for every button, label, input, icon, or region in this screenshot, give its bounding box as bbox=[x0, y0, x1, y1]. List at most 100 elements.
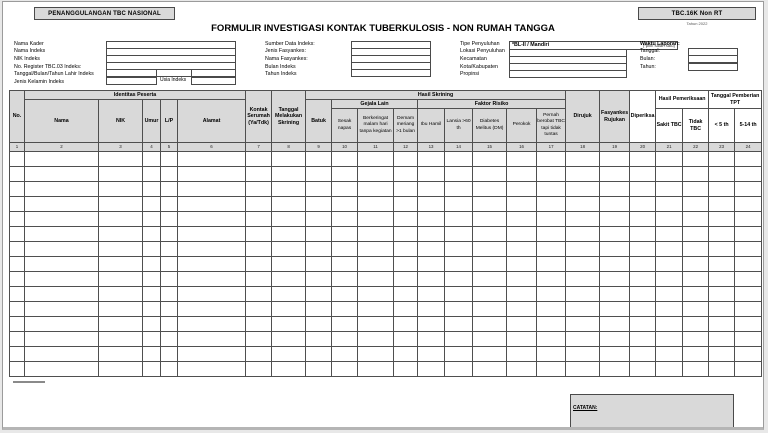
table-cell[interactable] bbox=[357, 226, 395, 242]
table-cell[interactable] bbox=[682, 346, 710, 362]
table-cell[interactable] bbox=[142, 271, 161, 287]
table-cell[interactable] bbox=[655, 211, 684, 227]
table-cell[interactable] bbox=[271, 256, 307, 272]
table-cell[interactable] bbox=[472, 331, 508, 347]
table-cell[interactable] bbox=[565, 166, 601, 182]
table-cell[interactable] bbox=[444, 211, 474, 227]
table-cell[interactable] bbox=[629, 316, 657, 332]
table-cell[interactable] bbox=[565, 331, 601, 347]
table-cell[interactable] bbox=[472, 361, 508, 377]
table-cell[interactable] bbox=[629, 196, 657, 212]
table-cell[interactable] bbox=[142, 301, 161, 317]
table-cell[interactable] bbox=[655, 316, 684, 332]
table-cell[interactable] bbox=[472, 196, 508, 212]
table-cell[interactable] bbox=[734, 211, 763, 227]
table-cell[interactable] bbox=[629, 241, 657, 257]
table-cell[interactable] bbox=[9, 286, 25, 302]
table-cell[interactable] bbox=[393, 316, 419, 332]
table-cell[interactable] bbox=[506, 166, 538, 182]
table-cell[interactable] bbox=[142, 256, 161, 272]
table-cell[interactable] bbox=[682, 241, 710, 257]
table-cell[interactable] bbox=[305, 286, 333, 302]
table-cell[interactable] bbox=[160, 166, 178, 182]
table-cell[interactable] bbox=[506, 301, 538, 317]
table-cell[interactable] bbox=[160, 226, 178, 242]
table-cell[interactable] bbox=[142, 151, 161, 167]
table-cell[interactable] bbox=[734, 316, 763, 332]
table-cell[interactable] bbox=[417, 286, 446, 302]
table-cell[interactable] bbox=[245, 301, 273, 317]
table-cell[interactable] bbox=[357, 316, 395, 332]
table-cell[interactable] bbox=[271, 331, 307, 347]
table-cell[interactable] bbox=[734, 226, 763, 242]
table-cell[interactable] bbox=[472, 226, 508, 242]
table-cell[interactable] bbox=[708, 331, 736, 347]
table-cell[interactable] bbox=[24, 271, 99, 287]
table-cell[interactable] bbox=[331, 241, 359, 257]
table-cell[interactable] bbox=[305, 166, 333, 182]
table-cell[interactable] bbox=[357, 196, 395, 212]
table-cell[interactable] bbox=[536, 241, 567, 257]
table-cell[interactable] bbox=[708, 166, 736, 182]
table-cell[interactable] bbox=[393, 151, 419, 167]
table-cell[interactable] bbox=[176, 151, 247, 167]
table-cell[interactable] bbox=[655, 301, 684, 317]
table-cell[interactable] bbox=[629, 151, 657, 167]
table-cell[interactable] bbox=[629, 331, 657, 347]
table-cell[interactable] bbox=[599, 316, 631, 332]
table-cell[interactable] bbox=[245, 331, 273, 347]
table-cell[interactable] bbox=[536, 211, 567, 227]
table-cell[interactable] bbox=[599, 181, 631, 197]
table-cell[interactable] bbox=[176, 316, 247, 332]
table-cell[interactable] bbox=[417, 256, 446, 272]
table-cell[interactable] bbox=[417, 301, 446, 317]
table-cell[interactable] bbox=[565, 226, 601, 242]
table-cell[interactable] bbox=[682, 301, 710, 317]
table-cell[interactable] bbox=[142, 181, 161, 197]
table-cell[interactable] bbox=[245, 241, 273, 257]
table-cell[interactable] bbox=[271, 301, 307, 317]
table-cell[interactable] bbox=[245, 256, 273, 272]
table-cell[interactable] bbox=[24, 361, 99, 377]
table-cell[interactable] bbox=[9, 346, 25, 362]
table-cell[interactable] bbox=[708, 271, 736, 287]
table-cell[interactable] bbox=[417, 361, 446, 377]
table-cell[interactable] bbox=[9, 331, 25, 347]
table-cell[interactable] bbox=[629, 256, 657, 272]
usia-indeks-input[interactable] bbox=[191, 76, 236, 85]
table-cell[interactable] bbox=[444, 316, 474, 332]
table-cell[interactable] bbox=[682, 196, 710, 212]
table-cell[interactable] bbox=[357, 331, 395, 347]
table-cell[interactable] bbox=[506, 211, 538, 227]
table-cell[interactable] bbox=[176, 196, 247, 212]
table-cell[interactable] bbox=[708, 346, 736, 362]
table-cell[interactable] bbox=[271, 166, 307, 182]
table-cell[interactable] bbox=[24, 196, 99, 212]
table-cell[interactable] bbox=[245, 316, 273, 332]
propinsi-input[interactable] bbox=[509, 70, 627, 79]
table-cell[interactable] bbox=[9, 241, 25, 257]
table-cell[interactable] bbox=[599, 271, 631, 287]
table-cell[interactable] bbox=[9, 196, 25, 212]
table-cell[interactable] bbox=[444, 181, 474, 197]
table-cell[interactable] bbox=[176, 256, 247, 272]
table-cell[interactable] bbox=[506, 256, 538, 272]
table-cell[interactable] bbox=[444, 346, 474, 362]
table-cell[interactable] bbox=[565, 346, 601, 362]
table-cell[interactable] bbox=[536, 331, 567, 347]
table-cell[interactable] bbox=[305, 211, 333, 227]
table-cell[interactable] bbox=[682, 286, 710, 302]
table-cell[interactable] bbox=[305, 181, 333, 197]
table-cell[interactable] bbox=[98, 331, 143, 347]
table-cell[interactable] bbox=[682, 361, 710, 377]
table-cell[interactable] bbox=[331, 256, 359, 272]
table-cell[interactable] bbox=[629, 226, 657, 242]
table-cell[interactable] bbox=[565, 211, 601, 227]
table-cell[interactable] bbox=[655, 346, 684, 362]
table-cell[interactable] bbox=[629, 301, 657, 317]
table-cell[interactable] bbox=[655, 166, 684, 182]
table-cell[interactable] bbox=[565, 196, 601, 212]
table-cell[interactable] bbox=[506, 196, 538, 212]
table-cell[interactable] bbox=[160, 286, 178, 302]
table-cell[interactable] bbox=[444, 286, 474, 302]
